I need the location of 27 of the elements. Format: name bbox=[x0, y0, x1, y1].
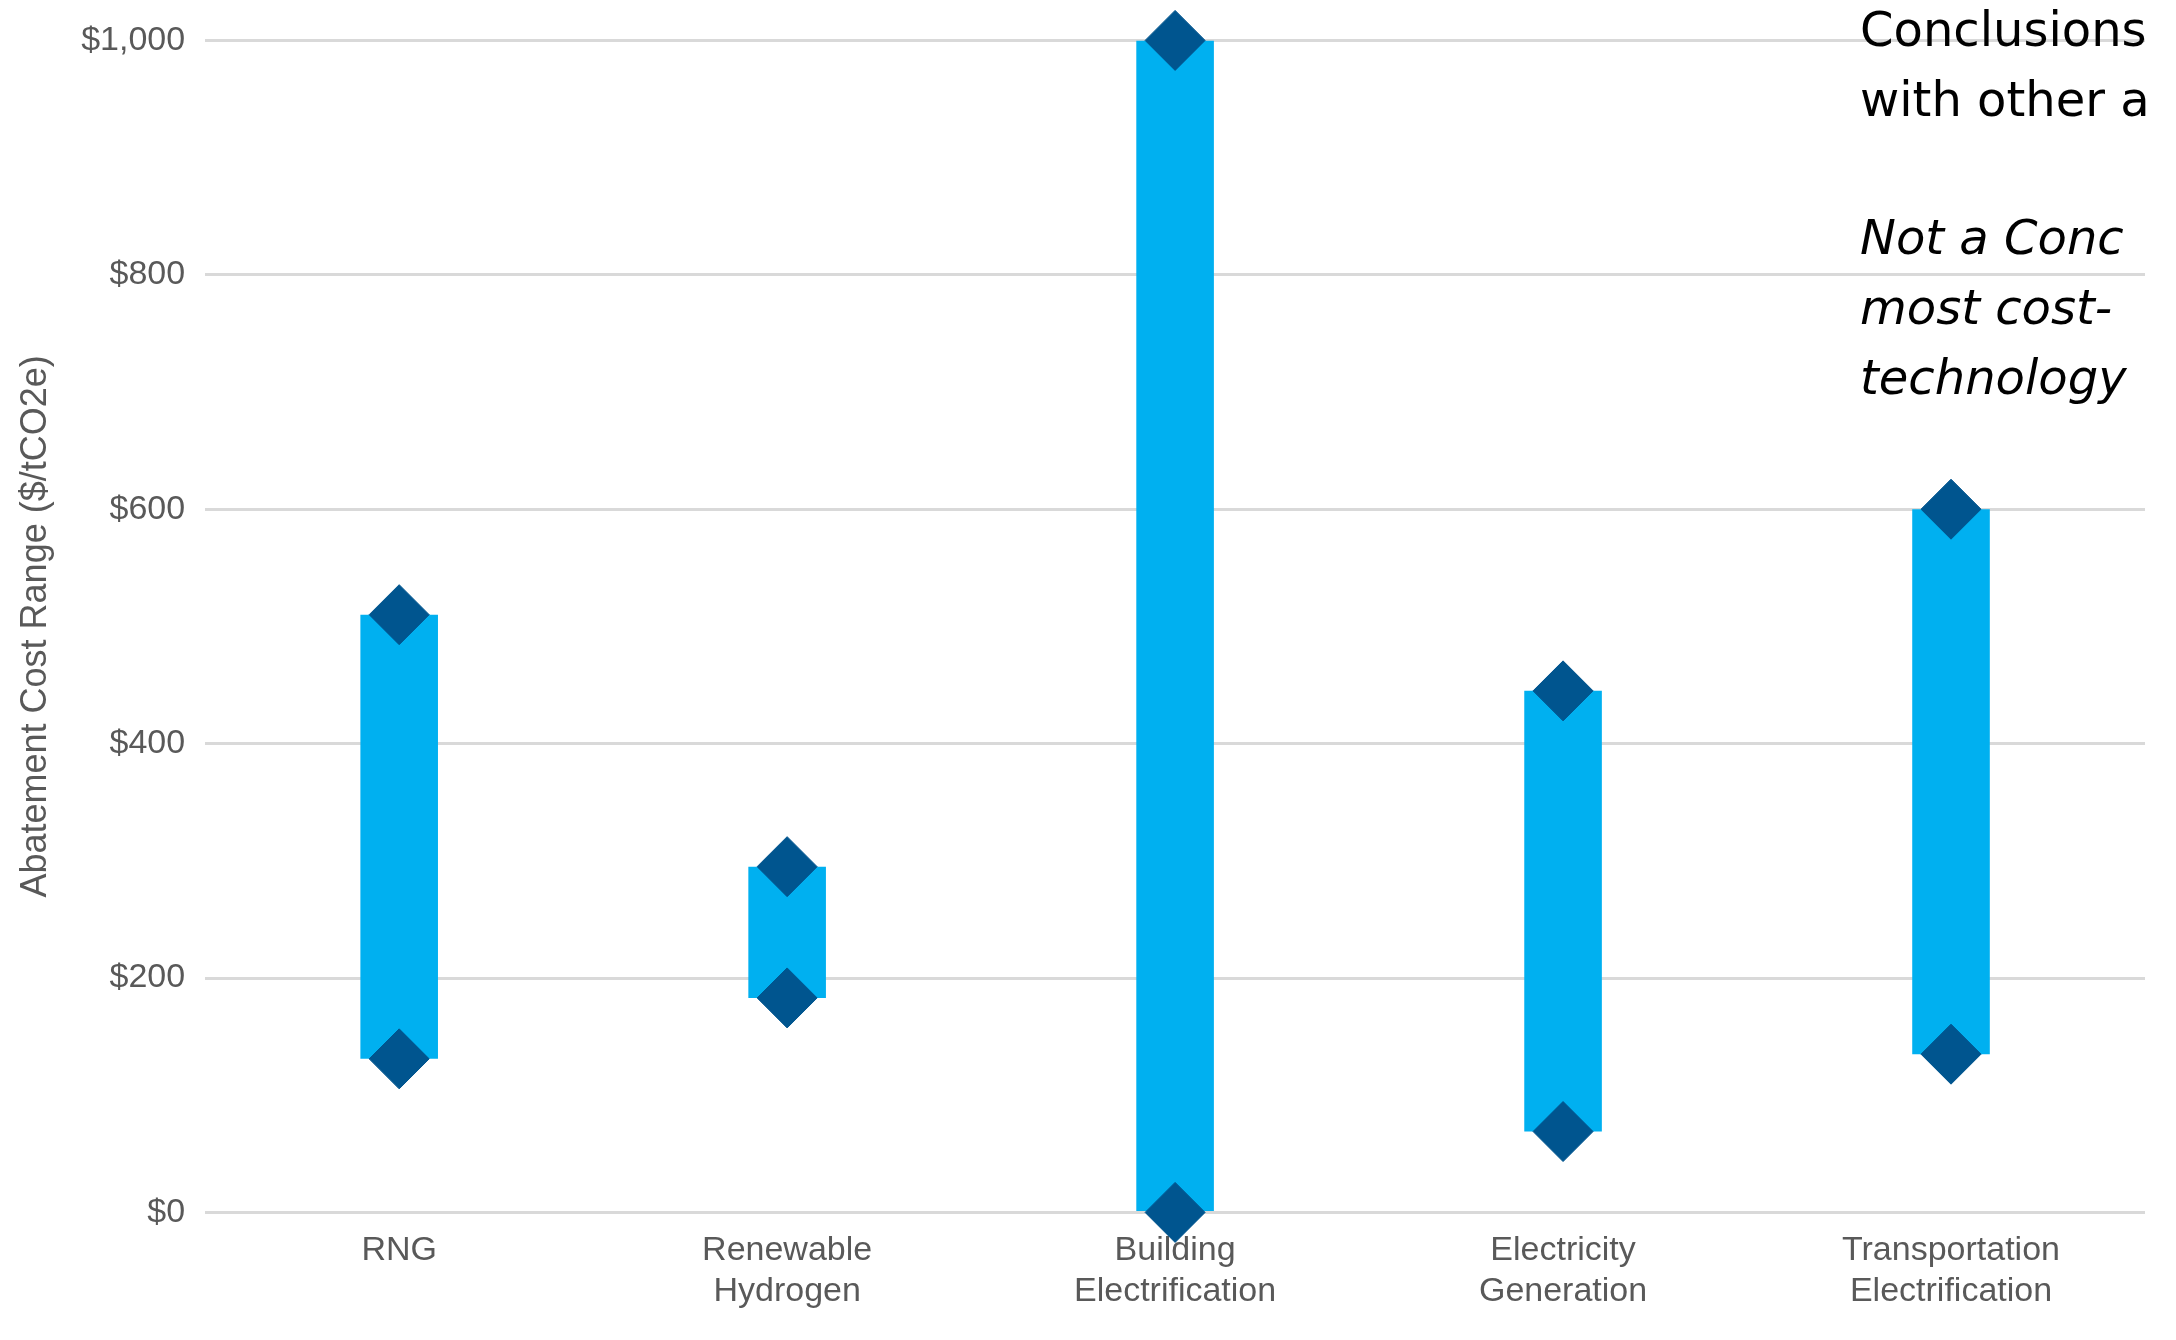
annotation: Not a Conc most cost- technology bbox=[1860, 209, 2128, 406]
y-tick-label: $0 bbox=[147, 1190, 186, 1229]
point bbox=[368, 584, 430, 646]
y-tick-label: $400 bbox=[109, 721, 186, 760]
y-axis-title: Abatement Cost Range ($/tCO2e) bbox=[12, 355, 54, 898]
y-tick-label: $800 bbox=[109, 253, 186, 292]
y-tick-label: $600 bbox=[109, 487, 186, 526]
point bbox=[1532, 660, 1594, 722]
x-tick-label: RNG bbox=[361, 1229, 437, 1268]
x-tick-label: Renewable Hydrogen bbox=[702, 1229, 873, 1308]
point bbox=[756, 836, 818, 898]
y-tick-label: $200 bbox=[109, 956, 186, 995]
point bbox=[1144, 9, 1206, 71]
x-tick-label: Electricity Generation bbox=[1478, 1229, 1648, 1308]
x-tick-label: Building Electrification bbox=[1073, 1229, 1277, 1308]
point bbox=[1920, 478, 1982, 540]
annotation: Conclusions with other a bbox=[1860, 1, 2150, 128]
point bbox=[1532, 1101, 1594, 1163]
point bbox=[1920, 1023, 1982, 1085]
bar bbox=[360, 614, 438, 1059]
bar bbox=[1136, 40, 1214, 1211]
bar bbox=[1524, 690, 1602, 1132]
x-tick-label: Transportation Electrification bbox=[1842, 1229, 2060, 1308]
point bbox=[756, 967, 818, 1029]
y-tick-label: $1,000 bbox=[81, 18, 186, 57]
point bbox=[368, 1028, 430, 1090]
bar bbox=[1912, 509, 1990, 1055]
